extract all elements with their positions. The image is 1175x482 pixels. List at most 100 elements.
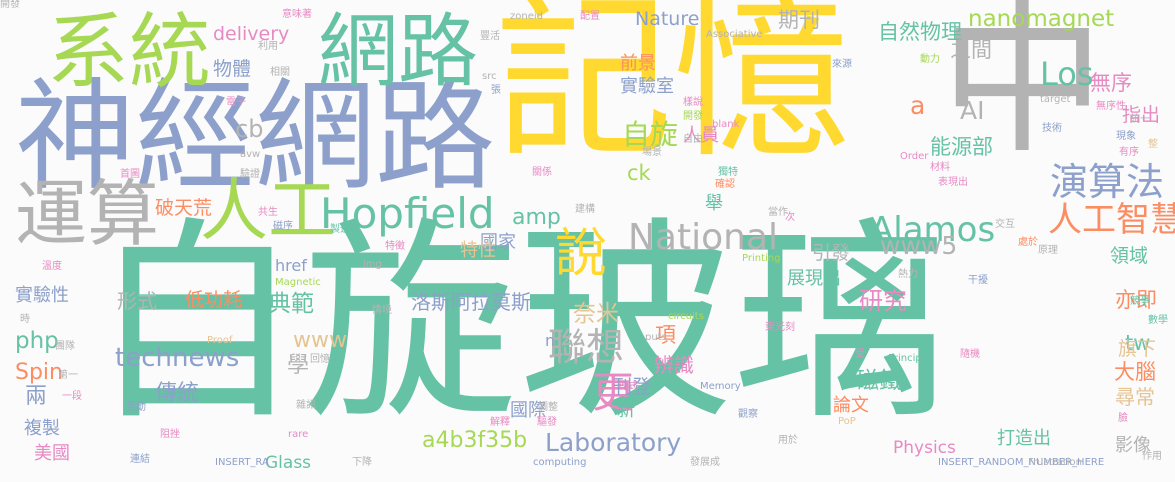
cloud-word: target — [1040, 94, 1071, 105]
cloud-word: 技術 — [1042, 123, 1062, 134]
cloud-word: Nature — [635, 8, 700, 30]
cloud-word: 受 — [855, 349, 865, 360]
cloud-word: 表現出 — [938, 177, 968, 188]
cloud-word: php — [15, 328, 59, 354]
cloud-word: 自旋玻璃 — [88, 198, 948, 449]
cloud-word: technews — [115, 343, 240, 373]
cloud-word: puts — [645, 332, 667, 343]
cloud-word: 阻挫 — [160, 429, 180, 440]
cloud-word: 張 — [491, 85, 501, 96]
cloud-word: href — [275, 256, 307, 275]
cloud-word: cb — [235, 115, 264, 143]
cloud-word: 無序性 — [1096, 101, 1126, 112]
cloud-word: 旗下 — [1118, 338, 1157, 360]
cloud-word: 學 — [287, 353, 310, 378]
cloud-word: avw — [240, 149, 261, 160]
cloud-word: 配置 — [580, 11, 600, 22]
cloud-word: _blank — [707, 119, 740, 130]
cloud-word: a4b3f35b — [422, 428, 528, 453]
cloud-word: 系統 — [47, 5, 212, 100]
cloud-word: 實驗性 — [15, 285, 69, 306]
cloud-word: Proof — [207, 335, 233, 346]
cloud-word: 說 — [555, 224, 608, 284]
cloud-word: zoneid — [510, 11, 543, 22]
cloud-word: Glass — [265, 453, 312, 473]
cloud-word: 互動 — [126, 402, 146, 413]
cloud-word: 第一 — [58, 370, 78, 381]
cloud-word: 特徵 — [385, 241, 405, 252]
cloud-word: www — [293, 328, 347, 353]
cloud-word: 首圖 — [120, 169, 140, 180]
cloud-word: 人工智慧 — [1048, 200, 1175, 240]
cloud-word: 影像 — [1115, 435, 1151, 456]
cloud-word: 意味著 — [282, 9, 312, 20]
cloud-word: 驗證 — [240, 169, 260, 180]
cloud-word: 洛斯阿拉莫斯 — [411, 290, 531, 314]
cloud-word: 用於 — [778, 435, 798, 446]
cloud-word: 破天荒 — [155, 197, 213, 219]
cloud-word: 新 — [617, 400, 635, 421]
cloud-word: 開發 — [0, 0, 20, 10]
cloud-word: 開發 — [683, 111, 703, 122]
cloud-word: 有序 — [1119, 147, 1139, 158]
cloud-word: 領域 — [1110, 245, 1149, 267]
cloud-word: www5 — [880, 231, 958, 260]
cloud-word: 數學 — [1148, 315, 1168, 326]
cloud-word: 神經網路 — [15, 68, 495, 207]
cloud-word: 次 — [785, 212, 795, 223]
cloud-word: 磁鐵 — [856, 368, 902, 394]
cloud-word: 利用 — [258, 41, 278, 52]
cloud-word: img — [363, 259, 382, 270]
cloud-word: 雜訊 — [296, 400, 316, 411]
cloud-word: 調整 — [538, 402, 558, 413]
cloud-word: 論文 — [833, 395, 869, 416]
cloud-word: 統一 — [1130, 114, 1150, 125]
cloud-word: 傳統 — [155, 381, 200, 406]
cloud-word: 作用 — [1142, 451, 1162, 462]
cloud-word: 材料 — [930, 162, 950, 173]
cloud-word: 當作 — [768, 207, 788, 218]
cloud-word: 之間 — [950, 38, 992, 62]
cloud-word: a — [910, 91, 926, 120]
cloud-word: Order — [900, 151, 929, 162]
cloud-word: INSERT_RA — [215, 457, 269, 468]
cloud-word: 豐活 — [480, 31, 500, 42]
cloud-word: 複製 — [24, 418, 60, 439]
cloud-word: 原理 — [1038, 245, 1058, 256]
cloud-word: Spin — [15, 360, 63, 385]
cloud-word: Alamos — [870, 210, 996, 250]
cloud-word: n — [545, 331, 556, 350]
cloud-word: 團隊 — [55, 341, 75, 352]
cloud-word: 整 — [1148, 139, 1158, 150]
cloud-word: 關係 — [532, 167, 552, 178]
cloud-word: 人員 — [683, 125, 719, 146]
cloud-word: INSERT_RANDOM_NUMBER_HERE — [938, 457, 1105, 468]
cloud-word: 隨機 — [960, 349, 980, 360]
cloud-word: 磁序 — [273, 221, 293, 232]
cloud-word: src — [482, 71, 497, 82]
cloud-word: tw — [1125, 331, 1151, 355]
cloud-word: 溫度 — [42, 261, 62, 272]
cloud-word: 美國 — [34, 443, 70, 464]
cloud-word: 驅發 — [537, 417, 557, 428]
cloud-word: 臉 — [1118, 413, 1128, 424]
cloud-word: Printing — [742, 253, 781, 264]
cloud-word: 自旋 — [622, 118, 679, 151]
cloud-word: 刊登 — [613, 376, 652, 398]
cloud-word: 觀察 — [738, 409, 758, 420]
cloud-word: 場景 — [642, 147, 662, 158]
cloud-word: 尋常 — [1115, 385, 1155, 409]
cloud-word: 確認 — [715, 179, 735, 190]
cloud-word: PoP — [838, 416, 856, 427]
cloud-word: 中 — [940, 0, 1105, 176]
cloud-word: 研究 — [859, 287, 907, 315]
cloud-word: 能源部 — [930, 135, 993, 159]
cloud-word: 引發 — [812, 242, 851, 264]
cloud-word: Associative — [706, 29, 763, 40]
cloud-word: 亦即 — [1115, 288, 1157, 312]
cloud-word: computing — [533, 457, 587, 468]
cloud-word: 無序 — [1090, 71, 1132, 95]
cloud-word: ck — [627, 161, 651, 185]
cloud-word: 低功耗 — [185, 289, 243, 311]
